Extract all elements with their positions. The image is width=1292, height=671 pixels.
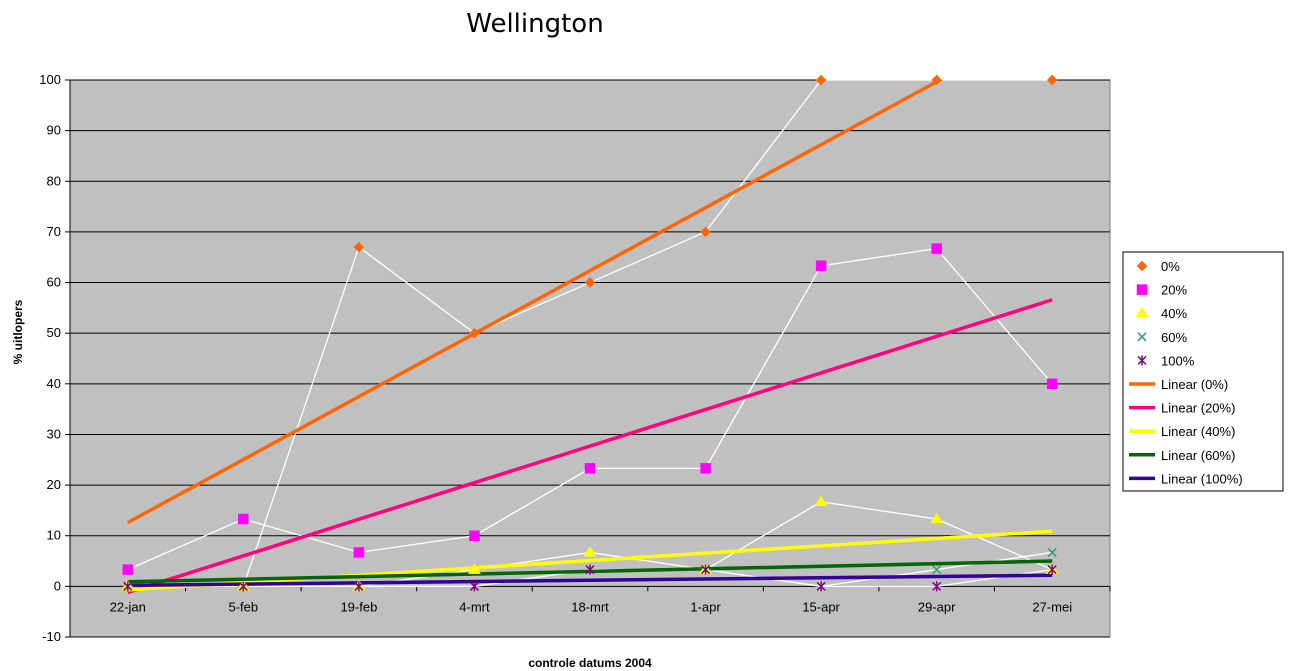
- legend-label: Linear (0%): [1161, 377, 1228, 392]
- legend: 0% 20% 40% 60% 100% Linear (0%) Linear (20%) Li…: [1122, 251, 1284, 492]
- data-point: [932, 565, 942, 575]
- y-tick-label: 50: [47, 325, 61, 340]
- legend-marker: [1136, 284, 1148, 295]
- chart-title: Wellington: [466, 9, 603, 39]
- data-point: [354, 581, 364, 592]
- data-point: [238, 513, 249, 525]
- trendline: [127, 298, 1053, 595]
- data-point: [123, 581, 133, 592]
- y-tick-label: 60: [47, 275, 61, 290]
- y-axis-label: % uitlopers: [11, 299, 25, 364]
- y-tick-label: 90: [47, 123, 61, 138]
- legend-label: 40%: [1161, 306, 1187, 321]
- plot-area: -10 0 10 20 30 40 50 60 70 80 90 100 22-jan 5-feb 19-f…: [39, 72, 1111, 644]
- data-point: [1047, 564, 1057, 575]
- legend-label: Linear (100%): [1161, 471, 1243, 486]
- data-point: [238, 581, 248, 592]
- data-point: [1046, 378, 1058, 390]
- data-point: [930, 512, 944, 524]
- x-tick-label: 22-jan: [110, 599, 146, 614]
- data-point: [122, 564, 134, 575]
- data-point: [701, 564, 711, 575]
- data-point: [585, 564, 595, 575]
- data-point: [700, 226, 711, 238]
- x-tick-label: 19-feb: [340, 599, 377, 614]
- data-point: [584, 277, 596, 288]
- data-point: [931, 74, 943, 86]
- data-point: [353, 241, 365, 253]
- trendline: [127, 573, 1053, 588]
- data-point: [469, 530, 480, 541]
- x-tick-label: 1-apr: [690, 599, 721, 614]
- y-tick-label: 0: [54, 578, 61, 593]
- x-axis-label: controle datums 2004: [528, 656, 652, 670]
- y-tick-label: 80: [47, 173, 61, 188]
- data-point: [815, 260, 827, 272]
- x-tick-label: 29-apr: [918, 599, 956, 614]
- data-point: [353, 547, 365, 558]
- legend-box: [1122, 251, 1284, 492]
- data-point: [814, 495, 828, 507]
- y-tick-label: 70: [47, 224, 61, 239]
- legend-marker: [1136, 260, 1148, 272]
- trendline: [127, 529, 1053, 592]
- x-tick-label: 27-mei: [1032, 599, 1072, 614]
- data-point: [1046, 74, 1058, 86]
- data-point: [469, 327, 480, 339]
- legend-label: Linear (60%): [1161, 448, 1235, 463]
- y-tick-label: -10: [42, 629, 61, 644]
- y-tick-label: 20: [47, 477, 61, 492]
- data-point: [816, 581, 826, 592]
- legend-label: Linear (20%): [1161, 401, 1235, 416]
- x-tick-label: 4-mrt: [459, 599, 490, 614]
- legend-marker: [1137, 332, 1147, 342]
- x-tick-label: 18-mrt: [571, 599, 609, 614]
- y-tick-label: 100: [39, 72, 61, 87]
- legend-label: 100%: [1161, 353, 1195, 368]
- legend-marker: [1137, 355, 1147, 366]
- data-point: [815, 74, 827, 86]
- legend-label: 20%: [1161, 283, 1187, 298]
- x-tick-label: 15-apr: [802, 599, 840, 614]
- legend-label: Linear (40%): [1161, 424, 1235, 439]
- y-tick-label: 10: [47, 528, 61, 543]
- data-point: [468, 563, 481, 574]
- legend-label: 60%: [1161, 330, 1187, 345]
- legend-marker: [1135, 306, 1149, 318]
- plot-background: [69, 79, 1111, 638]
- data-point: [931, 243, 942, 254]
- data-point: [583, 545, 597, 557]
- y-tick-label: 40: [47, 376, 61, 391]
- trendline: [126, 80, 944, 525]
- data-point: [469, 581, 479, 592]
- legend-label: 0%: [1161, 259, 1180, 274]
- data-point: [932, 581, 942, 592]
- data-point: [1047, 547, 1057, 557]
- data-point: [700, 463, 711, 474]
- data-point: [584, 463, 596, 474]
- x-tick-label: 5-feb: [229, 599, 259, 614]
- y-tick-label: 30: [47, 426, 61, 441]
